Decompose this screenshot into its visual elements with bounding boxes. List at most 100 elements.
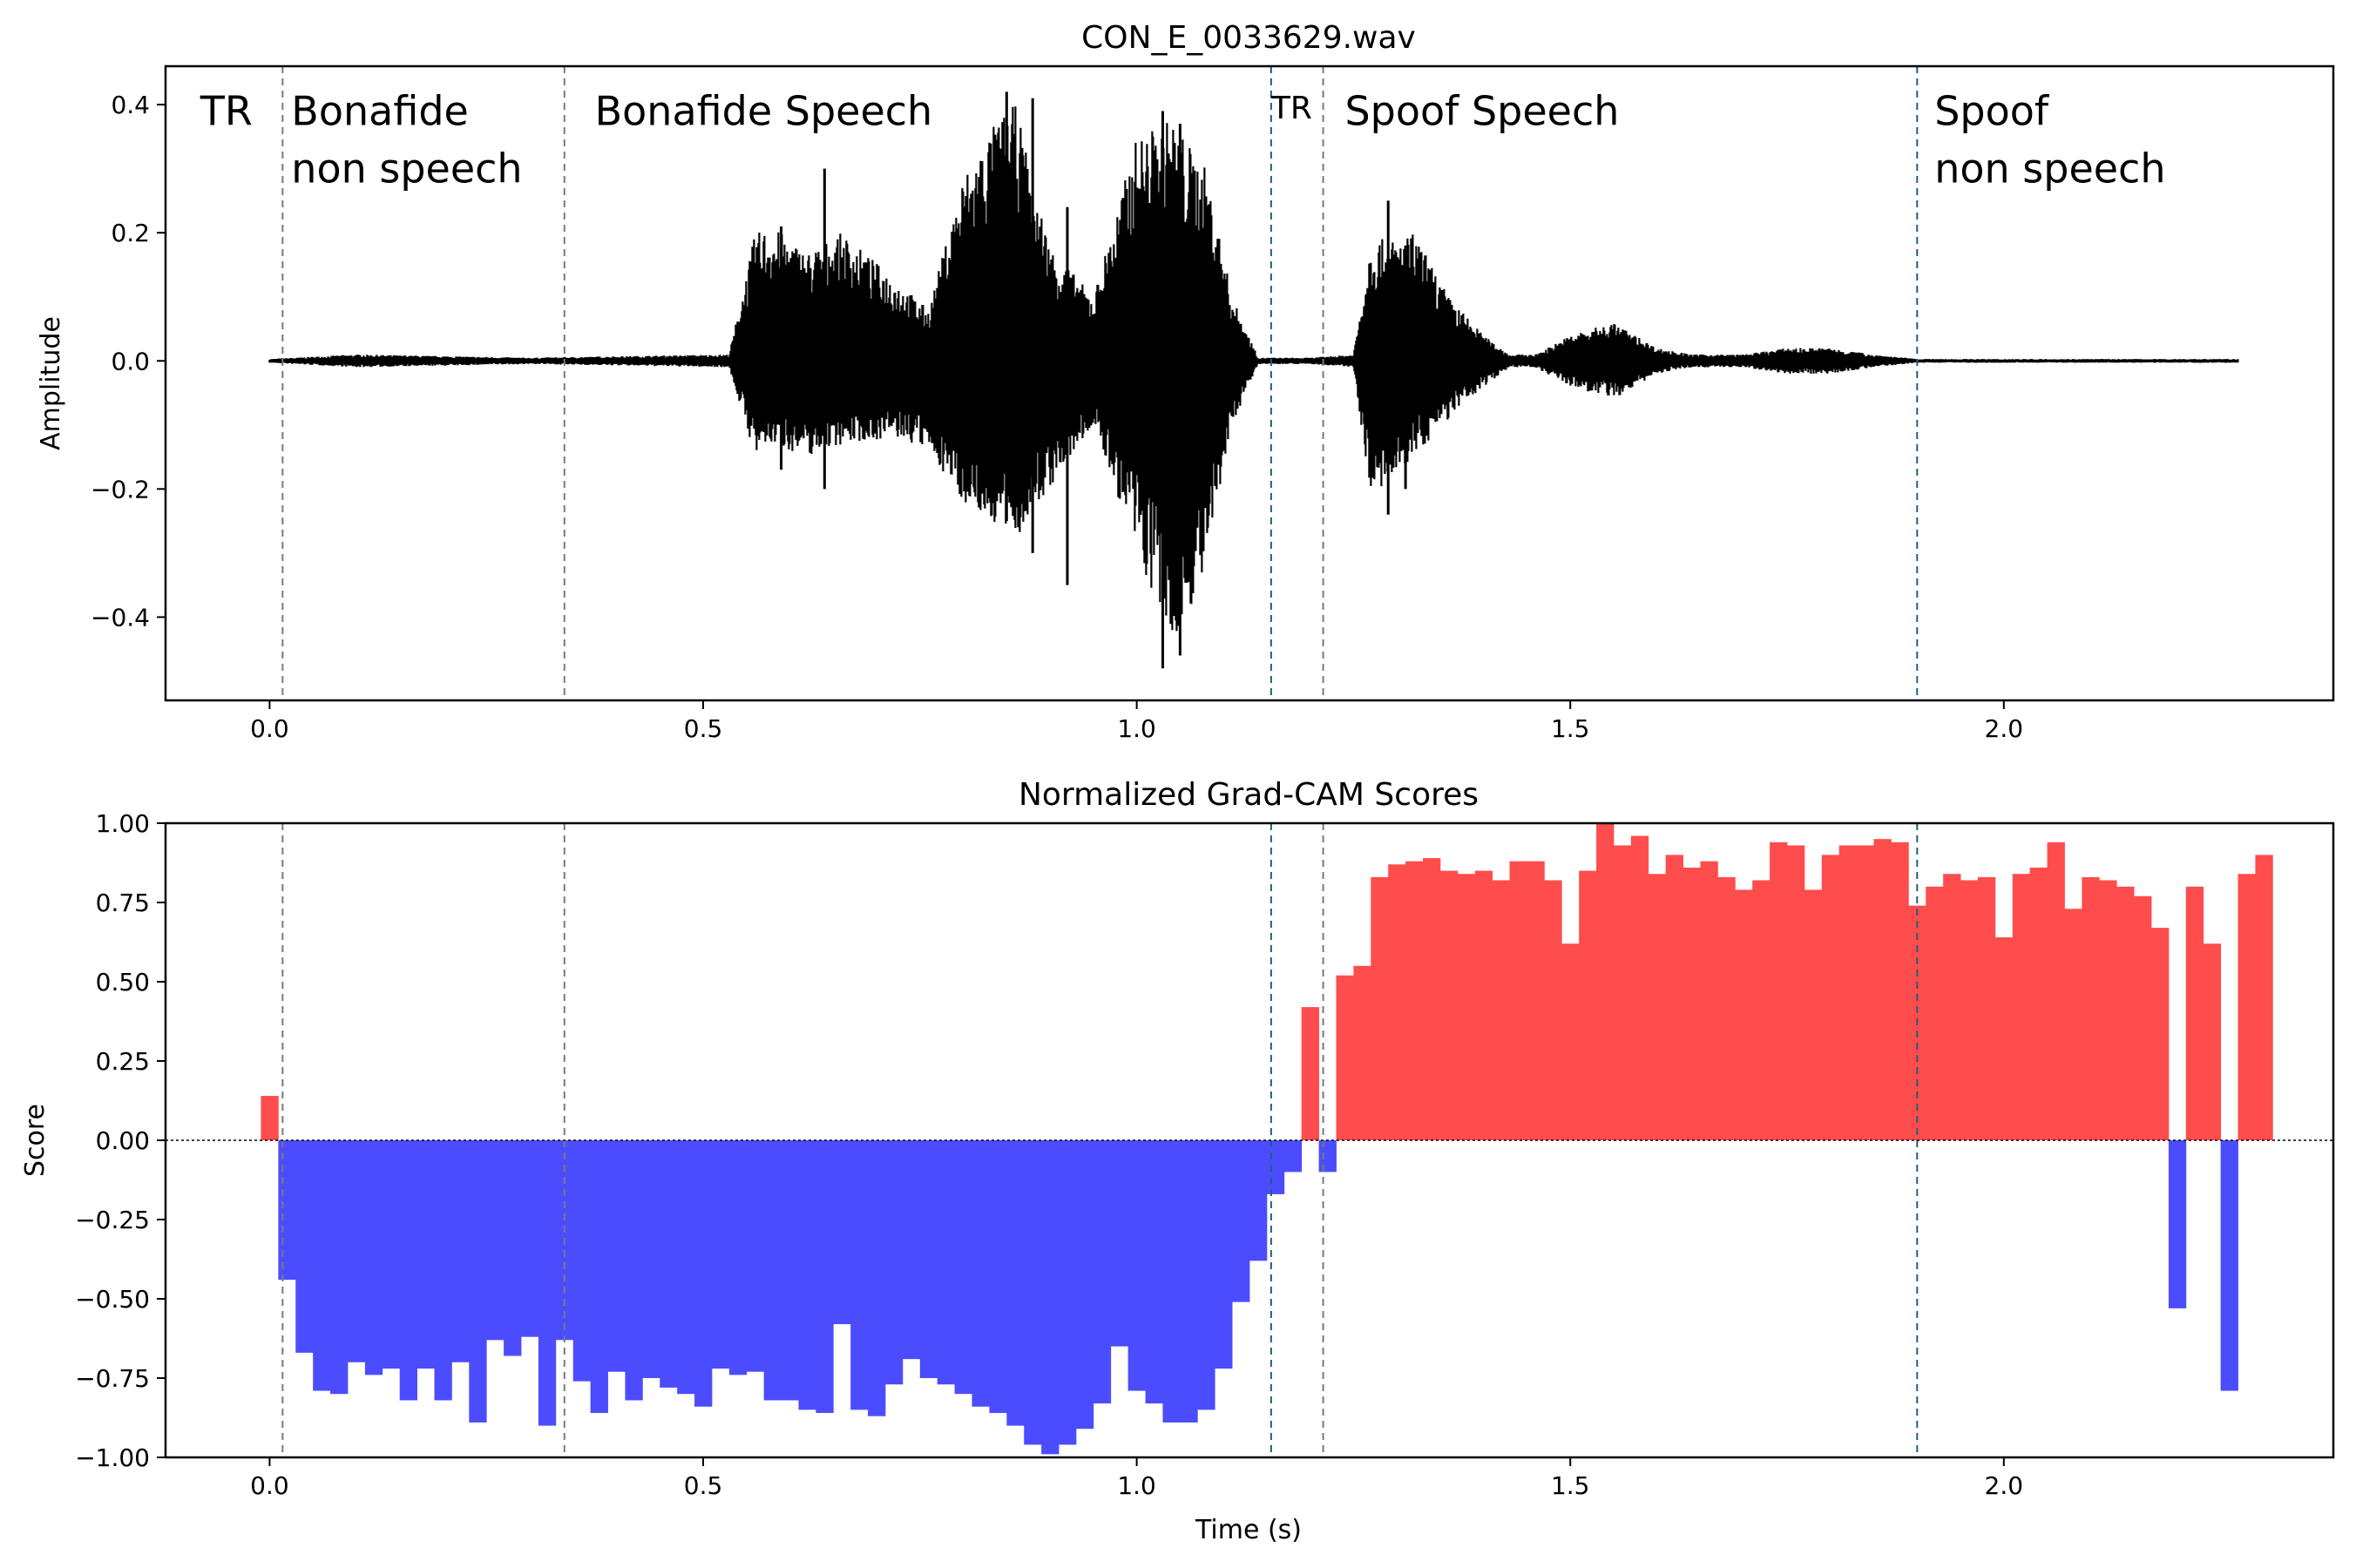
gradcam-bar (902, 1140, 921, 1360)
gradcam-x-tick-label: 2.0 (1985, 1471, 2024, 1500)
gradcam-bar (1527, 861, 1545, 1140)
gradcam-bar (1024, 1140, 1042, 1445)
gradcam-bar (625, 1140, 643, 1401)
annotation-spoof: Spoof (1934, 87, 2050, 134)
gradcam-bar (816, 1140, 834, 1414)
gradcam-x-tick-label: 1.5 (1551, 1471, 1590, 1500)
gradcam-bar (382, 1140, 401, 1369)
gradcam-bar (1249, 1140, 1268, 1261)
gradcam-bar (590, 1140, 608, 1414)
annotation-tr-middle: TR (1270, 91, 1312, 126)
gradcam-bar (2116, 886, 2135, 1140)
gradcam-bar (833, 1140, 851, 1325)
gradcam-bar (1943, 874, 1961, 1140)
gradcam-bar (2185, 886, 2204, 1140)
gradcam-title: Normalized Grad-CAM Scores (1019, 777, 1479, 813)
waveform-x-ticks: 0.0 0.5 1.0 1.5 2.0 (250, 700, 2023, 743)
annotation-bonafide-speech: Bonafide Speech (595, 87, 933, 134)
gradcam-bar (1977, 876, 1996, 1140)
gradcam-bar (364, 1140, 383, 1375)
gradcam-bar (1353, 965, 1371, 1140)
gradcam-bar (2047, 841, 2065, 1140)
gradcam-bar (1926, 886, 1944, 1140)
gradcam-bar (469, 1140, 487, 1423)
gradcam-bar (1665, 855, 1683, 1140)
gradcam-bar (1838, 845, 1858, 1140)
gradcam-bar (1215, 1140, 1233, 1369)
gradcam-bar (295, 1140, 314, 1353)
gradcam-panel: Normalized Grad-CAM Scores 0.0 0.5 1.0 1.5 2… (20, 777, 2335, 1545)
gradcam-bar (1388, 864, 1406, 1140)
gradcam-bar (1787, 845, 1805, 1140)
gradcam-bar (347, 1140, 366, 1362)
gradcam-bar (746, 1140, 765, 1372)
gradcam-bar (1648, 874, 1667, 1140)
gradcam-bar (694, 1140, 713, 1407)
gradcam-bar (1283, 1140, 1303, 1173)
gradcam-bar (1405, 861, 1424, 1140)
waveform-x-tick-label: 0.0 (250, 714, 289, 743)
gradcam-x-tick-label: 0.5 (684, 1471, 723, 1500)
gradcam-bar (1770, 841, 1788, 1140)
gradcam-bar (278, 1140, 296, 1281)
gradcam-bar (486, 1140, 504, 1341)
gradcam-bar (1804, 889, 1823, 1140)
gradcam-bar (2151, 928, 2170, 1140)
gradcam-bar (1423, 858, 1441, 1140)
gradcam-bar (2064, 909, 2082, 1140)
gradcam-bar (1994, 937, 2014, 1140)
waveform-title: CON_E_0033629.wav (1081, 20, 1416, 56)
gradcam-bar (607, 1140, 626, 1372)
gradcam-x-label: Time (s) (1195, 1515, 1302, 1545)
gradcam-bar (504, 1140, 522, 1356)
gradcam-bar (1145, 1140, 1163, 1404)
gradcam-bar (330, 1140, 349, 1395)
gradcam-bar (2099, 880, 2117, 1140)
gradcam-y-tick-label: −0.75 (75, 1364, 150, 1393)
waveform-y-label: Amplitude (36, 316, 66, 450)
gradcam-bar (1596, 823, 1615, 1140)
gradcam-bar (1041, 1140, 1060, 1455)
gradcam-y-tick-label: −0.50 (75, 1285, 150, 1314)
gradcam-bar (1544, 880, 1562, 1140)
gradcam-bar (1717, 876, 1736, 1140)
gradcam-bars (261, 823, 2273, 1455)
gradcam-bar (781, 1140, 799, 1401)
gradcam-bar (660, 1140, 678, 1388)
gradcam-bar (1318, 1140, 1337, 1173)
gradcam-bar (1579, 870, 1597, 1140)
gradcam-y-tick-label: 0.75 (96, 889, 150, 917)
gradcam-bar (538, 1140, 557, 1426)
gradcam-bar (763, 1140, 782, 1401)
gradcam-bar (2012, 874, 2031, 1140)
gradcam-bar (728, 1140, 748, 1375)
gradcam-x-tick-label: 1.0 (1117, 1471, 1156, 1500)
gradcam-bar (1336, 975, 1354, 1140)
gradcam-y-tick-label: −0.25 (75, 1206, 150, 1234)
annotation-spoof-non-speech: non speech (1934, 145, 2165, 193)
gradcam-x-tick-label: 0.0 (250, 1471, 289, 1500)
gradcam-bar (2082, 876, 2100, 1140)
gradcam-bar (451, 1140, 470, 1362)
gradcam-bar (677, 1140, 695, 1395)
gradcam-bar (1700, 861, 1718, 1140)
waveform-series (268, 91, 2239, 669)
gradcam-bar (1006, 1140, 1025, 1426)
gradcam-bar (1752, 880, 1770, 1140)
waveform-x-tick-label: 0.5 (684, 714, 723, 743)
gradcam-bar (1682, 867, 1701, 1140)
gradcam-y-tick-label: −1.00 (75, 1443, 150, 1472)
gradcam-bar (261, 1096, 279, 1140)
gradcam-bar (2203, 943, 2222, 1140)
gradcam-bar (1630, 835, 1649, 1140)
gradcam-bar (521, 1140, 539, 1337)
gradcam-bar (1075, 1140, 1094, 1429)
gradcam-bar (1162, 1140, 1181, 1423)
gradcam-bar (2238, 874, 2256, 1140)
gradcam-y-ticks: −1.00 −0.75 −0.50 −0.25 0.00 0.25 0.50 0.75 1.00 (75, 809, 166, 1472)
gradcam-bar (954, 1140, 972, 1395)
waveform-y-tick-label: −0.4 (91, 603, 150, 632)
gradcam-bar (1960, 880, 1979, 1140)
gradcam-bar (989, 1140, 1007, 1414)
